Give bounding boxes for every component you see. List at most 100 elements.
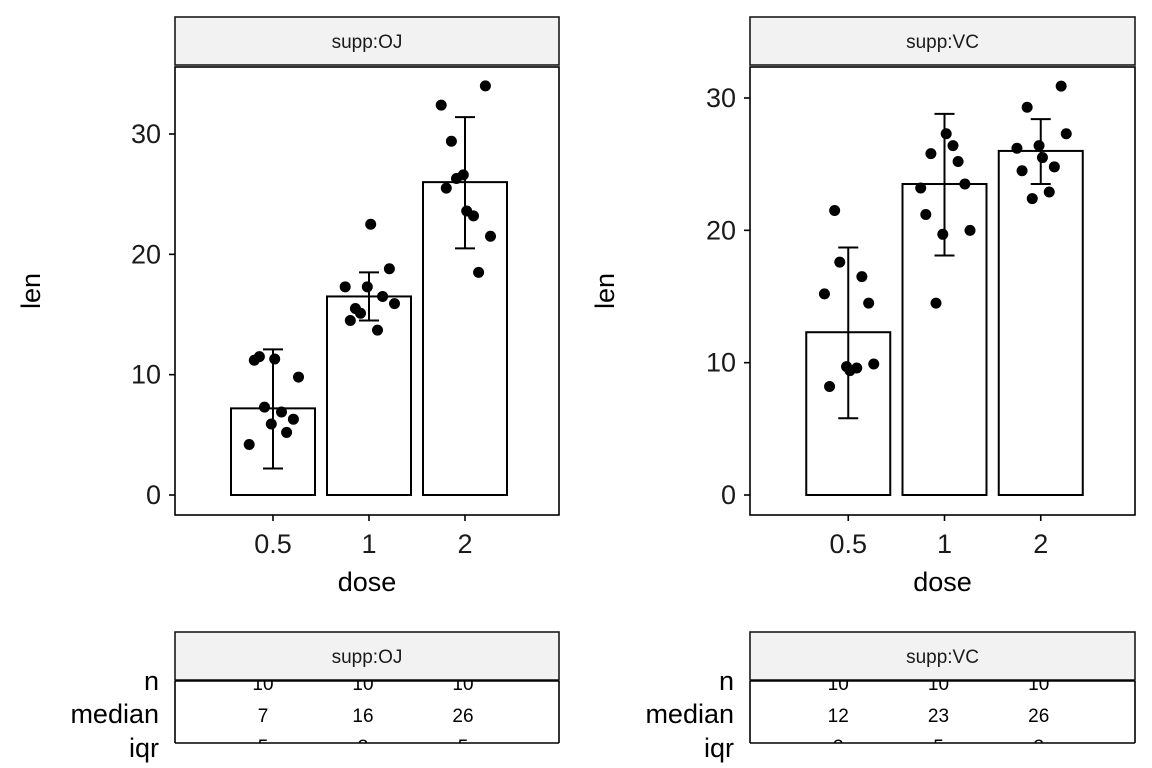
data-point (1060, 128, 1072, 140)
x-axis-title: dose (338, 567, 397, 597)
data-point (468, 210, 479, 222)
data-point (920, 208, 932, 220)
data-point (1033, 140, 1045, 152)
data-point (925, 148, 937, 160)
table-strip-label: supp:OJ (332, 647, 403, 668)
data-point (287, 413, 299, 425)
data-point (1043, 186, 1055, 198)
data-point (856, 271, 868, 283)
strip-box (174, 16, 560, 66)
table-cell: 10 (252, 674, 273, 695)
data-point (818, 288, 830, 300)
data-point (389, 298, 400, 310)
x-tick-label: 1 (937, 529, 952, 559)
data-point (1011, 142, 1023, 154)
data-point (952, 156, 964, 168)
table-cell: 23 (928, 706, 949, 727)
table-cell: 3 (1033, 737, 1044, 758)
row-label-median: median (70, 699, 159, 729)
data-point (281, 426, 293, 438)
x-tick-label: 2 (457, 529, 472, 559)
data-point (1048, 161, 1060, 173)
strip-box (749, 16, 1136, 66)
row-label-iqr: iqr (704, 733, 734, 763)
data-point (457, 169, 469, 181)
table-cell: 10 (352, 674, 373, 695)
panel-border (749, 66, 1136, 516)
table-cell: 26 (1028, 706, 1049, 727)
data-point (383, 263, 395, 275)
table-cells: 10 10 10 7 16 26 5 3 5 (252, 674, 473, 758)
data-point (1016, 165, 1028, 177)
data-point (293, 371, 304, 383)
row-label-iqr: iqr (129, 733, 159, 763)
data-point (445, 135, 457, 147)
data-point (440, 182, 452, 194)
y-tick-label: 20 (706, 215, 736, 245)
table-cell: 10 (1028, 674, 1049, 695)
data-point (269, 353, 281, 365)
panel-1: supp:VC 0 10 20 30 0.5 1 2 dose len (590, 16, 1136, 597)
data-point (349, 302, 361, 314)
data-point (479, 80, 491, 92)
data-point (243, 438, 255, 450)
data-point (473, 266, 485, 278)
table-strip-box (749, 631, 1136, 681)
data-point (1026, 193, 1038, 205)
panel-0: supp:OJ 0 10 20 30 0.5 1 2 dose len (16, 16, 560, 597)
row-label-n: n (719, 666, 734, 696)
y-tick-label: 30 (706, 83, 736, 113)
data-point (259, 401, 270, 413)
bar-2 (997, 149, 1084, 497)
data-point (824, 380, 836, 392)
table-cell: 10 (828, 674, 849, 695)
data-point (829, 204, 841, 216)
strip-label: supp:VC (906, 32, 979, 53)
table-cell: 12 (828, 706, 849, 727)
data-point (361, 281, 373, 293)
panel-border (174, 66, 560, 516)
row-label-median: median (645, 699, 734, 729)
data-point (372, 324, 383, 336)
data-point (1021, 101, 1033, 113)
y-tick-label: 20 (131, 239, 161, 269)
table-cell: 5 (933, 737, 944, 758)
data-point (937, 228, 949, 240)
data-point (851, 362, 863, 374)
data-point (964, 224, 976, 236)
data-point (485, 230, 496, 242)
x-tick-label: 0.5 (829, 529, 867, 559)
x-tick-label: 0.5 (254, 529, 292, 559)
data-point (834, 256, 846, 268)
data-point (841, 361, 853, 373)
data-point (930, 297, 942, 309)
x-tick-label: 1 (361, 529, 376, 559)
bar-1 (326, 295, 412, 497)
data-point (868, 358, 880, 370)
table-cell: 26 (452, 706, 473, 727)
data-point (863, 297, 875, 309)
x-tick-label: 2 (1033, 529, 1048, 559)
table-cell: 3 (358, 737, 369, 758)
table-cell: 10 (928, 674, 949, 695)
data-point (940, 128, 952, 140)
data-point (1055, 80, 1067, 92)
data-point (265, 418, 277, 430)
data-point (1036, 152, 1048, 164)
table-cell: 7 (258, 706, 269, 727)
y-tick-label: 0 (721, 480, 736, 510)
y-tick-label: 10 (131, 360, 161, 390)
y-tick-label: 10 (706, 348, 736, 378)
data-point (339, 281, 351, 293)
data-point (959, 178, 971, 190)
table-strip-label: supp:VC (906, 647, 979, 668)
table-strip-box (174, 631, 560, 681)
table-cells: 10 10 10 12 23 26 3 5 3 (828, 674, 1050, 758)
data-point (435, 99, 447, 111)
data-point (344, 315, 356, 327)
y-tick-label: 0 (146, 480, 161, 510)
data-point (915, 182, 927, 194)
data-point (253, 351, 265, 363)
